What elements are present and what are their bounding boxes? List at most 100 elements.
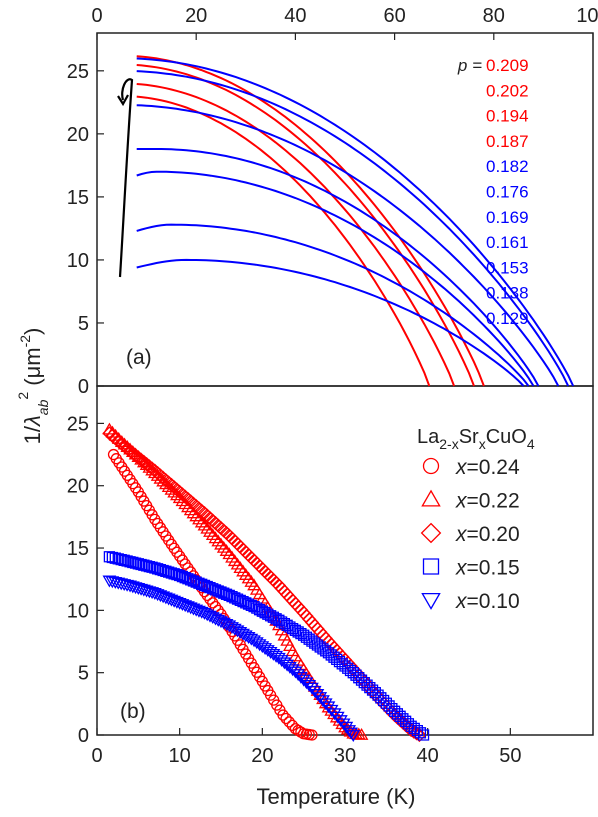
series-line-p-0.182 xyxy=(136,57,575,387)
bottom-x-tick-label: 40 xyxy=(417,745,439,767)
legend-marker-diamond xyxy=(420,522,442,544)
data-point-square xyxy=(151,563,164,575)
legend-series-label: x=0.22 xyxy=(455,490,520,513)
data-point-square xyxy=(237,595,249,608)
data-point-square xyxy=(165,567,178,579)
data-point-square xyxy=(295,627,307,640)
data-point-square xyxy=(187,575,200,587)
top-x-tick-label: 40 xyxy=(284,5,306,27)
y-axis-label: 1/λab2 (μm-2) xyxy=(15,328,51,445)
data-point-square xyxy=(309,637,321,649)
axis-ticks: 0 20 40 60 80 100 0 5 10 15 20 25 0 5 10 15 20 25 0 10 20 30 4… xyxy=(67,5,598,767)
data-point-square xyxy=(121,555,133,567)
data-point-triangle-up xyxy=(219,544,234,556)
a-y-tick-label: 10 xyxy=(67,250,89,272)
series-line-p-0.161 xyxy=(136,148,540,387)
legend-p-value: 0.169 xyxy=(486,208,529,227)
series-line-p-0.129 xyxy=(136,258,525,387)
legend-series-label: x=0.20 xyxy=(455,523,520,546)
data-point-square xyxy=(143,560,156,573)
series-line-p-0.194 xyxy=(136,83,456,387)
data-point-square xyxy=(306,635,318,647)
data-point-square xyxy=(358,677,370,689)
data-point-square xyxy=(234,594,246,607)
data-point-triangle-up xyxy=(222,547,237,560)
data-point-square xyxy=(286,622,299,635)
data-point-triangle-down xyxy=(302,680,317,692)
data-point-square xyxy=(174,569,186,582)
direction-arrowhead xyxy=(117,94,129,107)
data-point-square xyxy=(229,592,241,604)
data-point-square xyxy=(300,631,313,643)
panel-a-lines xyxy=(136,55,575,387)
data-point-square xyxy=(322,647,335,659)
bottom-x-tick-label: 30 xyxy=(334,745,356,767)
data-point-square xyxy=(226,590,238,603)
legend-series-label: x=0.10 xyxy=(455,590,520,613)
data-point-square xyxy=(154,563,167,576)
data-point-square xyxy=(129,557,142,569)
data-point-square xyxy=(198,579,211,592)
data-point-triangle-down xyxy=(310,688,325,701)
data-point-square xyxy=(185,574,197,586)
data-point-triangle-up xyxy=(203,524,217,537)
legend-marker-triangle-down xyxy=(421,592,441,610)
data-point-triangle-down xyxy=(249,637,264,650)
data-point-square xyxy=(405,720,417,732)
legend-p-value: 0.153 xyxy=(486,258,529,277)
data-point-square xyxy=(103,551,116,563)
data-point-square xyxy=(264,610,277,622)
data-point-triangle-down xyxy=(330,711,345,724)
data-point-square xyxy=(394,710,406,722)
data-point-triangle-down xyxy=(134,583,148,596)
data-point-square xyxy=(408,722,420,735)
data-point-triangle-down xyxy=(324,704,339,717)
panel-a-label: (a) xyxy=(126,346,152,369)
data-point-square xyxy=(380,697,392,709)
series-line-p-0.169 xyxy=(136,104,560,387)
data-point-square xyxy=(325,649,337,661)
data-point-triangle-up xyxy=(200,521,215,534)
legend-p-value: 0.129 xyxy=(486,309,529,328)
data-point-square xyxy=(196,578,208,590)
data-point-triangle-up xyxy=(216,540,231,553)
data-point-square xyxy=(259,607,271,619)
data-point-triangle-down xyxy=(142,586,157,599)
series-line-p-0.209 xyxy=(136,55,485,387)
data-point-square xyxy=(204,581,216,594)
data-point-square xyxy=(267,611,280,623)
data-point-triangle-up xyxy=(197,518,212,531)
data-point-square xyxy=(157,564,169,577)
data-point-square xyxy=(193,577,205,589)
data-point-square xyxy=(399,715,412,727)
top-x-tick-label: 80 xyxy=(483,5,505,27)
data-point-triangle-down xyxy=(346,730,361,743)
data-point-square xyxy=(303,633,315,645)
legend-marker-triangle-up xyxy=(421,489,441,507)
bottom-x-tick-label: 50 xyxy=(499,745,521,767)
data-point-square xyxy=(201,580,213,593)
data-point-triangle-down xyxy=(247,635,261,648)
data-point-square xyxy=(138,559,150,571)
data-point-triangle-up xyxy=(227,554,242,567)
top-x-tick-label: 60 xyxy=(383,5,405,27)
data-point-triangle-up xyxy=(238,567,253,580)
data-point-triangle-down xyxy=(321,701,336,714)
data-point-square xyxy=(273,614,285,626)
data-point-square xyxy=(182,573,194,585)
data-point-square xyxy=(366,684,379,696)
series-line-p-0.138 xyxy=(136,223,530,387)
data-point-triangle-up xyxy=(194,515,209,528)
data-point-square xyxy=(364,681,376,694)
panel-b-legend: x=0.24 x=0.22 x=0.20 x=0.15 x=0.10 xyxy=(420,456,520,613)
data-point-square xyxy=(355,674,368,686)
series-line-p-0.153 xyxy=(136,170,535,387)
data-point-triangle-up xyxy=(211,534,226,547)
data-point-square xyxy=(220,588,233,600)
data-point-triangle-down xyxy=(136,584,151,597)
legend-p-value: 0.194 xyxy=(486,107,529,126)
data-point-triangle-down xyxy=(145,587,159,600)
data-point-triangle-down xyxy=(307,685,322,698)
data-point-triangle-down xyxy=(128,582,143,595)
